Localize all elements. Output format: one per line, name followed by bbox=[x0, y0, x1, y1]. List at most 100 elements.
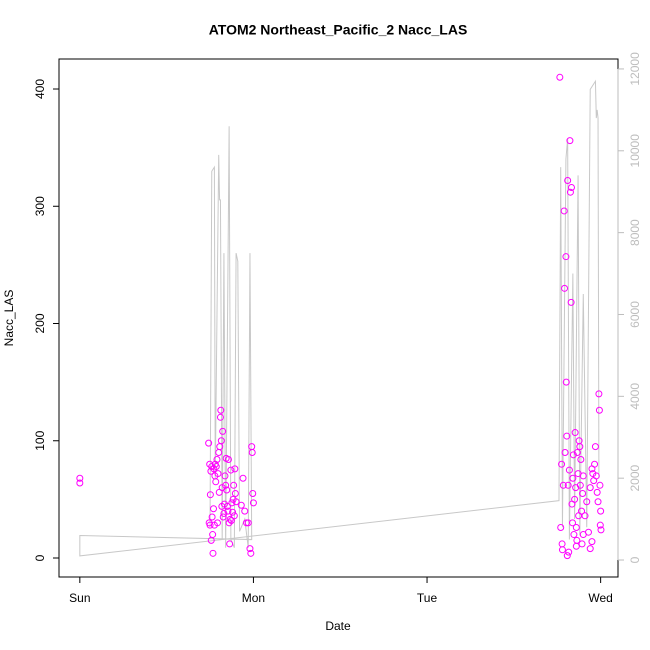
point bbox=[237, 501, 245, 509]
point bbox=[209, 531, 217, 539]
point bbox=[558, 460, 566, 468]
point bbox=[216, 413, 224, 421]
point bbox=[579, 531, 587, 539]
point bbox=[578, 540, 586, 548]
point bbox=[206, 521, 214, 529]
point bbox=[576, 481, 584, 489]
point bbox=[249, 490, 257, 498]
point bbox=[76, 479, 84, 487]
point bbox=[564, 176, 572, 184]
point bbox=[223, 502, 231, 510]
point bbox=[561, 448, 569, 456]
point bbox=[593, 488, 601, 496]
plot-frame bbox=[58, 58, 619, 578]
line bbox=[79, 79, 600, 557]
point bbox=[226, 515, 234, 523]
point bbox=[596, 481, 604, 489]
point bbox=[579, 490, 587, 498]
point bbox=[224, 507, 232, 515]
point bbox=[219, 513, 227, 521]
point bbox=[208, 513, 216, 521]
point bbox=[597, 507, 605, 515]
point bbox=[578, 507, 586, 515]
point bbox=[232, 498, 240, 506]
point bbox=[222, 481, 230, 489]
y2-tick-label: 0 bbox=[628, 556, 642, 563]
point bbox=[562, 378, 570, 386]
x-tick-label: Sun bbox=[69, 591, 90, 605]
point bbox=[588, 538, 596, 546]
point bbox=[573, 448, 581, 456]
point bbox=[558, 540, 566, 548]
point bbox=[589, 470, 597, 478]
point bbox=[221, 472, 229, 480]
point bbox=[591, 460, 599, 468]
point bbox=[565, 548, 573, 556]
point bbox=[560, 207, 568, 215]
point bbox=[212, 478, 220, 486]
point bbox=[586, 484, 594, 492]
point bbox=[597, 526, 605, 534]
point bbox=[561, 284, 569, 292]
point bbox=[246, 545, 254, 553]
point bbox=[571, 495, 579, 503]
point bbox=[219, 427, 227, 435]
point bbox=[230, 481, 238, 489]
point bbox=[213, 519, 221, 527]
point bbox=[210, 505, 218, 513]
point bbox=[242, 519, 250, 527]
point bbox=[225, 519, 233, 527]
point bbox=[581, 512, 589, 520]
point bbox=[239, 474, 247, 482]
y-tick-label: 300 bbox=[33, 196, 47, 216]
point bbox=[557, 524, 565, 532]
point bbox=[241, 507, 249, 515]
point bbox=[594, 498, 602, 506]
point bbox=[596, 521, 604, 529]
point bbox=[558, 546, 566, 554]
point bbox=[210, 465, 218, 473]
y-axis-label: Nacc_LAS bbox=[2, 290, 16, 347]
point bbox=[556, 73, 564, 81]
point bbox=[566, 137, 574, 145]
y2-tick-label: 6000 bbox=[628, 301, 642, 328]
point bbox=[564, 481, 572, 489]
point bbox=[248, 448, 256, 456]
x-tick-label: Tue bbox=[417, 591, 438, 605]
point bbox=[224, 456, 232, 464]
y2-tick-label: 12000 bbox=[628, 52, 642, 86]
point bbox=[583, 498, 591, 506]
point bbox=[230, 512, 238, 520]
point bbox=[592, 472, 600, 480]
chart-title: ATOM2 Northeast_Pacific_2 Nacc_LAS bbox=[209, 22, 468, 38]
x-axis-label: Date bbox=[325, 619, 351, 633]
point bbox=[591, 443, 599, 451]
y2-tick-label: 4000 bbox=[628, 383, 642, 410]
point bbox=[563, 552, 571, 560]
point bbox=[215, 448, 223, 456]
y-tick-label: 100 bbox=[33, 430, 47, 450]
point bbox=[572, 524, 580, 532]
y2-tick-label: 10000 bbox=[628, 134, 642, 168]
point bbox=[228, 499, 236, 507]
y-tick-label: 0 bbox=[33, 554, 47, 561]
point bbox=[577, 456, 585, 464]
point bbox=[247, 549, 255, 557]
point bbox=[566, 188, 574, 196]
point bbox=[576, 443, 584, 451]
point bbox=[586, 545, 594, 553]
point bbox=[206, 491, 214, 499]
point bbox=[579, 472, 587, 480]
point bbox=[567, 184, 575, 192]
point bbox=[595, 390, 603, 398]
point bbox=[214, 470, 222, 478]
point bbox=[226, 540, 234, 548]
point bbox=[559, 481, 567, 489]
point bbox=[208, 463, 216, 471]
point bbox=[212, 463, 220, 471]
point bbox=[572, 542, 580, 550]
point bbox=[569, 519, 577, 527]
point bbox=[569, 474, 577, 482]
y-tick-label: 400 bbox=[33, 79, 47, 99]
